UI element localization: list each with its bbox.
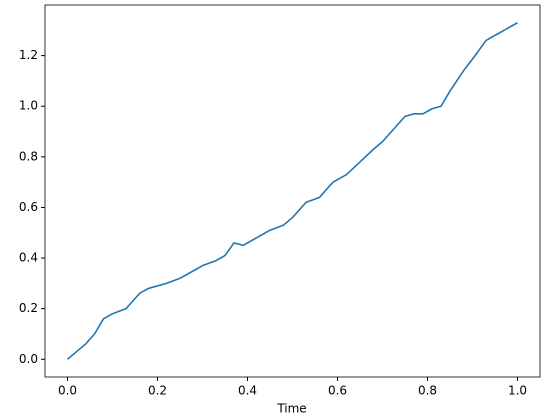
y-tick-label: 0.6	[19, 200, 38, 214]
y-tick-label: 0.2	[19, 301, 38, 315]
x-tick-label: 0.8	[418, 384, 437, 398]
y-tick-label: 0.0	[19, 352, 38, 366]
x-tick-label: 1.0	[508, 384, 527, 398]
y-tick-label: 0.8	[19, 149, 38, 163]
x-tick-label: 0.2	[148, 384, 167, 398]
x-tick-label: 0.6	[328, 384, 347, 398]
y-tick-label: 1.0	[19, 99, 38, 113]
x-axis-label: Time	[276, 402, 306, 416]
plot-frame	[44, 4, 541, 378]
y-tick-label: 1.2	[19, 48, 38, 62]
x-tick-label: 0.4	[238, 384, 257, 398]
x-tick-label: 0.0	[58, 384, 77, 398]
y-tick-label: 0.4	[19, 251, 38, 265]
line-series	[66, 22, 518, 360]
